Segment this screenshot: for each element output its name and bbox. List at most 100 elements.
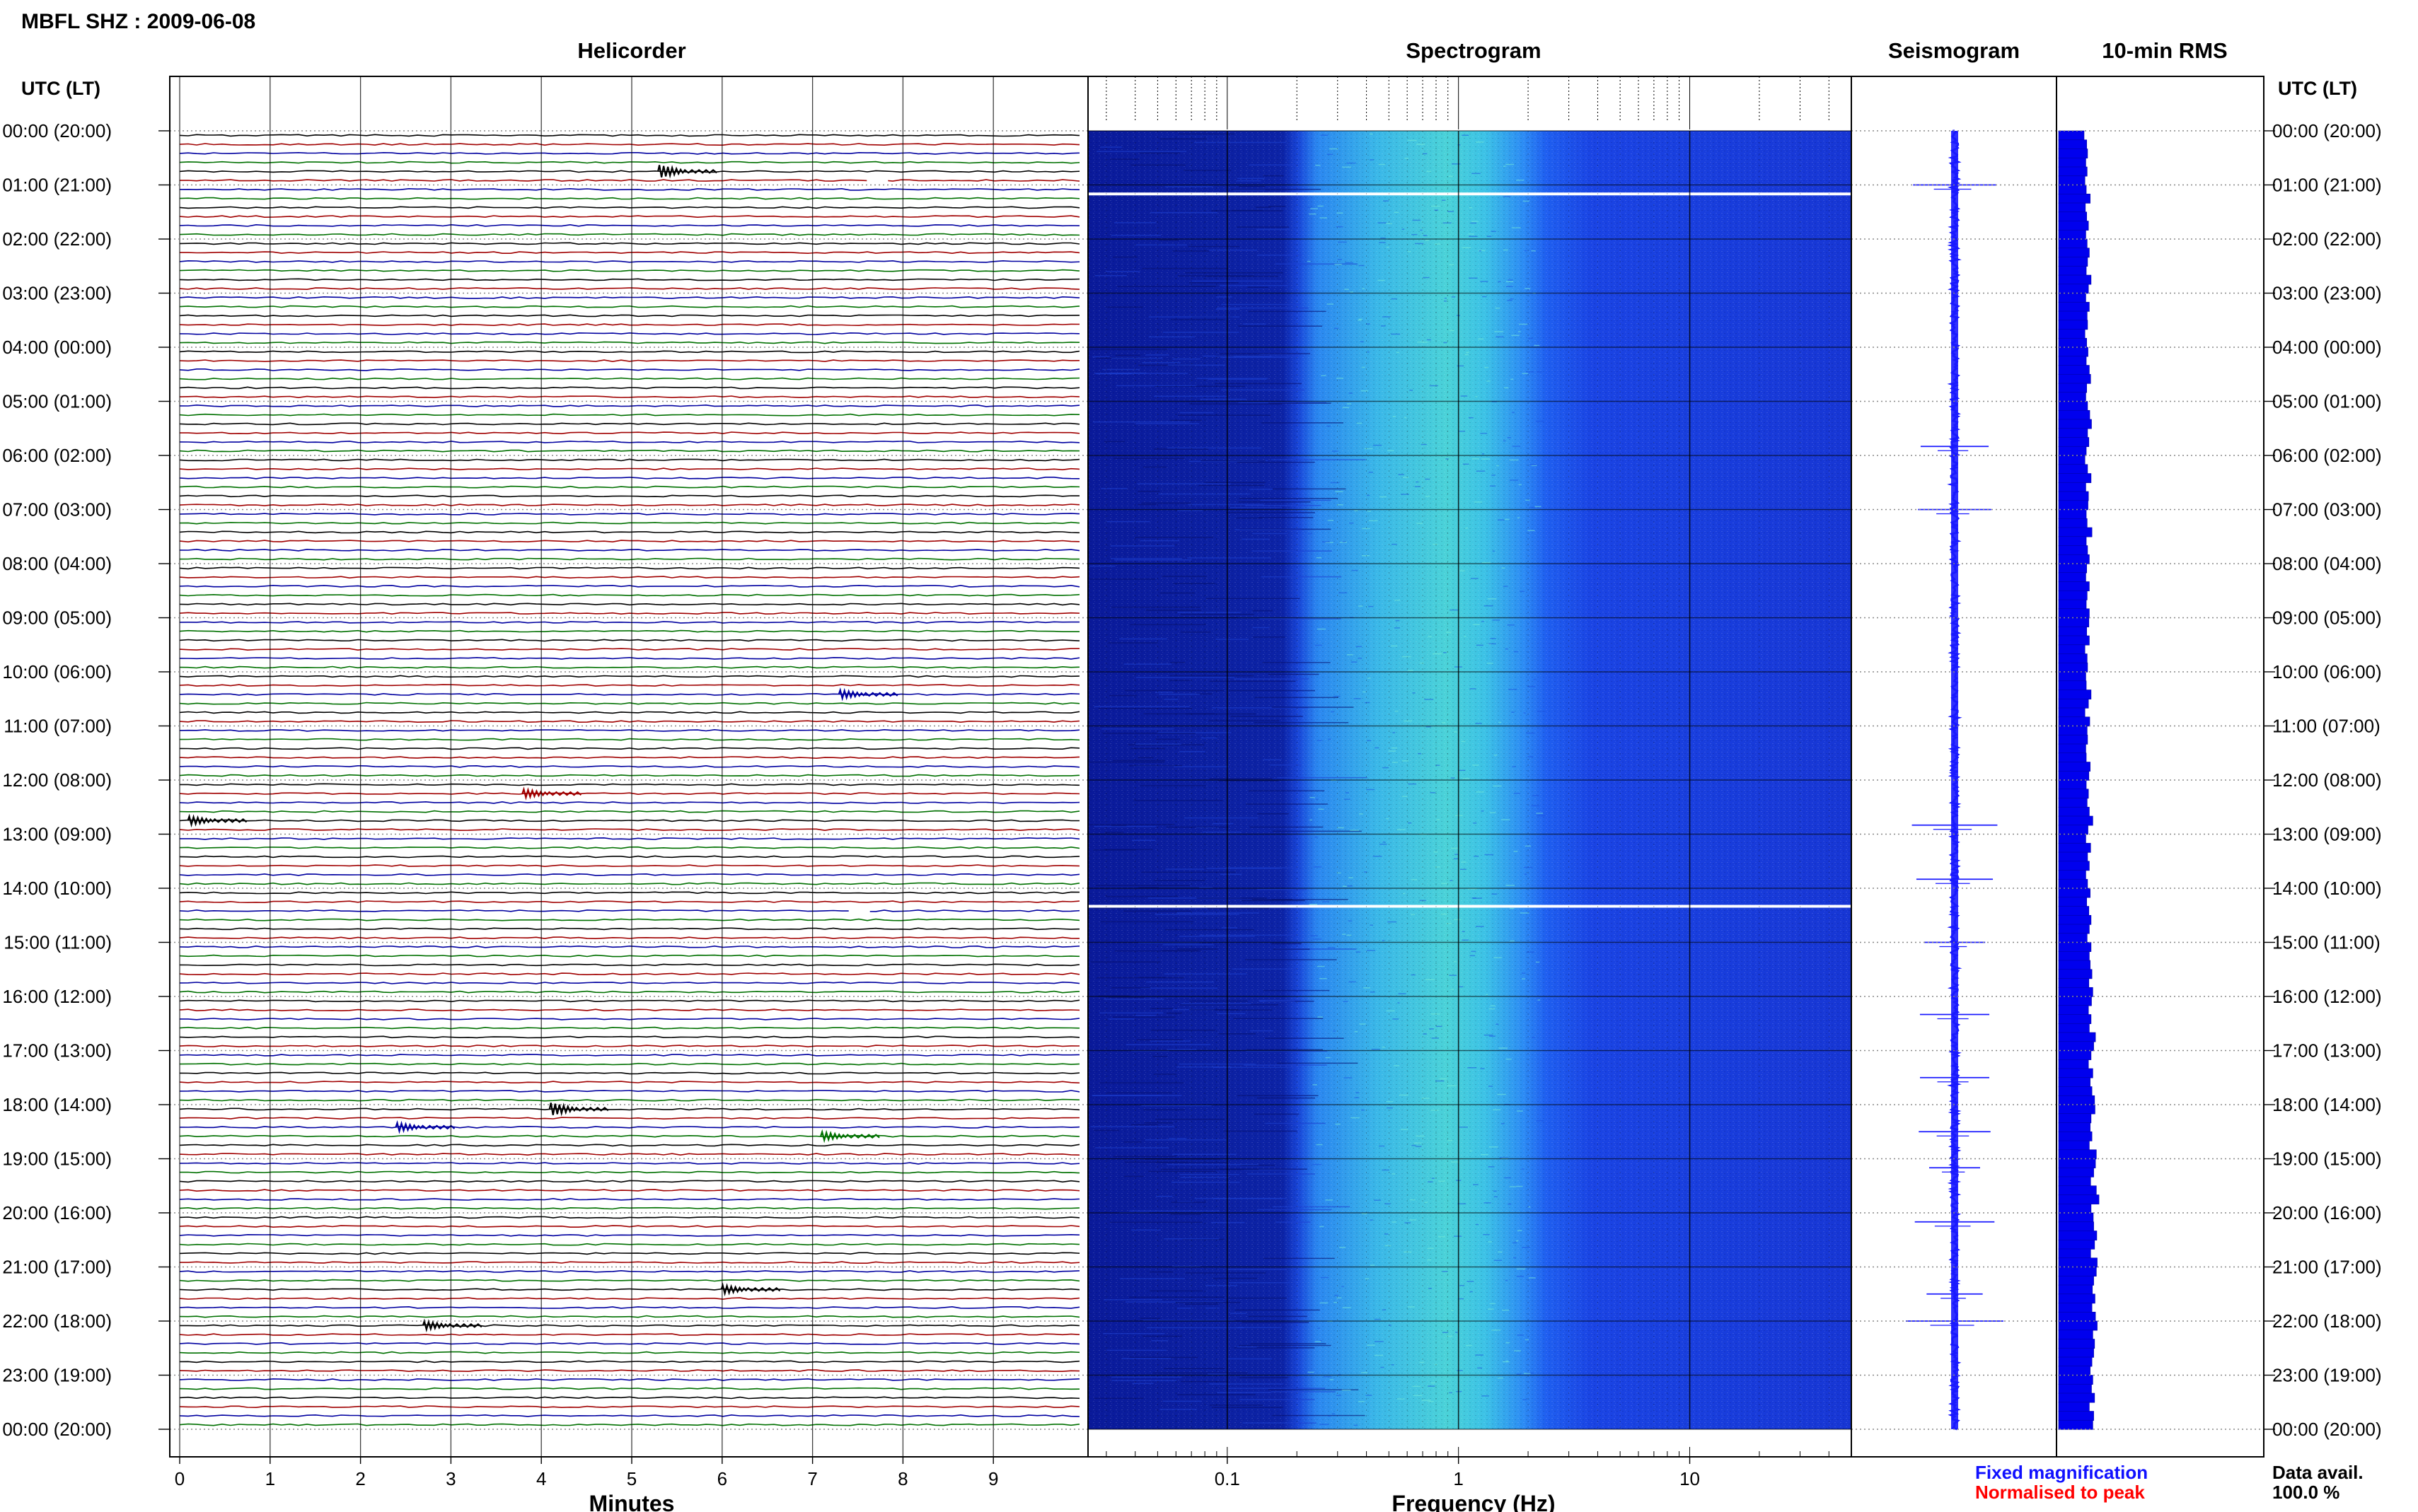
rms-bar bbox=[2058, 653, 2088, 663]
spectrogram-streak bbox=[1194, 141, 1286, 144]
helicorder-trace bbox=[179, 1098, 1080, 1102]
spectrogram-speckle bbox=[1372, 856, 1382, 857]
spectrogram-speckle bbox=[1394, 627, 1400, 629]
spectrogram-speckle bbox=[1339, 542, 1347, 543]
spectrogram-speckle bbox=[1391, 1364, 1394, 1366]
spectrogram-streak bbox=[1268, 402, 1331, 404]
spectrogram-streak bbox=[1204, 1307, 1220, 1309]
spectrogram-speckle bbox=[1508, 688, 1517, 690]
hour-gridlines bbox=[158, 130, 2275, 1430]
spectrogram-speckle bbox=[1472, 897, 1482, 899]
panel-frames bbox=[169, 76, 2264, 1458]
helicorder-event bbox=[187, 813, 248, 828]
spectrogram-speckle bbox=[1486, 994, 1488, 996]
time-label-left: 05:00 (01:00) bbox=[2, 391, 112, 412]
helicorder-trace bbox=[179, 918, 1080, 921]
spectrogram-speckle bbox=[1480, 281, 1488, 282]
spectrogram-streak bbox=[1178, 133, 1234, 135]
helicorder-trace bbox=[179, 1351, 1080, 1354]
spectrogram-speckle bbox=[1490, 1005, 1496, 1007]
spectrogram-speckle bbox=[1514, 1350, 1521, 1351]
spectrogram-speckle bbox=[1336, 872, 1341, 874]
rms-bar bbox=[2058, 202, 2086, 213]
spectrogram-speckle bbox=[1516, 1373, 1522, 1375]
spectrogram-speckle bbox=[1460, 395, 1468, 397]
spectrogram-speckle bbox=[1307, 260, 1311, 262]
spectrogram-streak bbox=[1182, 1238, 1225, 1240]
spectrogram-speckle bbox=[1493, 755, 1498, 756]
spectrogram-speckle bbox=[1321, 541, 1330, 543]
spectrogram-speckle bbox=[1392, 762, 1398, 763]
spectrogram-speckle bbox=[1396, 1398, 1405, 1400]
spectrogram-x-tick-label: 1 bbox=[1453, 1468, 1463, 1489]
spectrogram-speckle bbox=[1423, 235, 1428, 236]
spectrogram-streak bbox=[1234, 1347, 1315, 1349]
spectrogram-speckle bbox=[1412, 219, 1421, 221]
spectrogram-speckle bbox=[1481, 1153, 1489, 1156]
spectrogram-speckle bbox=[1309, 213, 1317, 215]
spectrogram-speckle bbox=[1474, 501, 1483, 503]
rms-bar bbox=[2058, 662, 2088, 673]
helicorder-trace bbox=[179, 521, 1080, 525]
spectrogram-speckle bbox=[1359, 813, 1363, 815]
rms-bar bbox=[2058, 1176, 2091, 1187]
spectrogram-streak bbox=[1265, 1122, 1326, 1124]
spectrogram-speckle bbox=[1524, 873, 1527, 875]
spectrogram-speckle bbox=[1336, 504, 1343, 506]
spectrogram-streak bbox=[1205, 482, 1266, 484]
spectrogram-streak bbox=[1094, 274, 1127, 277]
spectrogram-speckle bbox=[1317, 628, 1326, 630]
rms-bar bbox=[2058, 1375, 2093, 1385]
rms-bar bbox=[2058, 320, 2088, 330]
spectrogram-speckle bbox=[1471, 897, 1476, 899]
spectrogram-streak bbox=[1151, 1340, 1169, 1342]
spectrogram-streak bbox=[1102, 733, 1196, 734]
spectrogram-streak bbox=[1188, 504, 1264, 506]
spectrogram-speckle bbox=[1368, 605, 1374, 607]
spectrogram-speckle bbox=[1451, 847, 1458, 849]
rms-bar bbox=[2058, 310, 2088, 321]
helicorder-trace bbox=[179, 1090, 1080, 1093]
spectrogram-streak bbox=[1257, 1209, 1332, 1211]
spectrogram-speckle bbox=[1366, 789, 1375, 791]
rms-bar bbox=[2058, 373, 2091, 384]
helicorder-trace bbox=[179, 1125, 1080, 1129]
spectrogram-streak bbox=[1150, 1040, 1191, 1042]
rms-bar bbox=[2058, 1383, 2092, 1394]
helicorder-panel bbox=[179, 76, 1080, 1457]
time-label-right: 23:00 (19:00) bbox=[2272, 1365, 2382, 1386]
spectrogram-speckle bbox=[1365, 1395, 1372, 1396]
spectrogram-speckle bbox=[1481, 453, 1485, 455]
spectrogram-streak bbox=[1112, 760, 1165, 762]
spectrogram-speckle bbox=[1325, 542, 1334, 543]
spectrogram-speckle bbox=[1420, 229, 1423, 231]
spectrogram-streak bbox=[1208, 1373, 1228, 1375]
spectrogram-streak bbox=[1177, 1394, 1256, 1395]
spectrogram-streak bbox=[1167, 1163, 1259, 1165]
spectrogram-speckle bbox=[1450, 777, 1455, 779]
rms-bar bbox=[2058, 1104, 2095, 1115]
rms-bar bbox=[2058, 1392, 2095, 1403]
spectrogram-streak bbox=[1196, 378, 1268, 379]
spectrogram-speckle bbox=[1468, 888, 1477, 890]
helicorder-trace bbox=[179, 990, 1080, 994]
spectrogram-speckle bbox=[1326, 303, 1334, 305]
spectrogram-speckle bbox=[1385, 223, 1392, 225]
spectrogram-speckle bbox=[1350, 830, 1360, 831]
spectrogram-speckle bbox=[1491, 231, 1496, 232]
spectrogram-streak bbox=[1117, 286, 1216, 287]
spectrogram-speckle bbox=[1341, 1286, 1344, 1287]
spectrogram-speckle bbox=[1475, 1354, 1484, 1356]
spectrogram-streak bbox=[1153, 1074, 1177, 1075]
spectrogram-speckle bbox=[1367, 678, 1371, 679]
rms-bar bbox=[2058, 716, 2090, 727]
spectrogram-speckle bbox=[1512, 766, 1516, 767]
spectrogram-streak bbox=[1104, 849, 1153, 850]
helicorder-event bbox=[395, 1120, 456, 1134]
spectrogram-streak bbox=[1167, 447, 1262, 449]
spectrogram-speckle bbox=[1457, 1370, 1463, 1371]
spectrogram-speckle bbox=[1527, 686, 1536, 687]
spectrogram-streak bbox=[1094, 706, 1190, 707]
spectrogram-xlabel: Frequency (Hz) bbox=[1392, 1491, 1555, 1512]
panel-title-seismogram: Seismogram bbox=[1888, 38, 2020, 63]
